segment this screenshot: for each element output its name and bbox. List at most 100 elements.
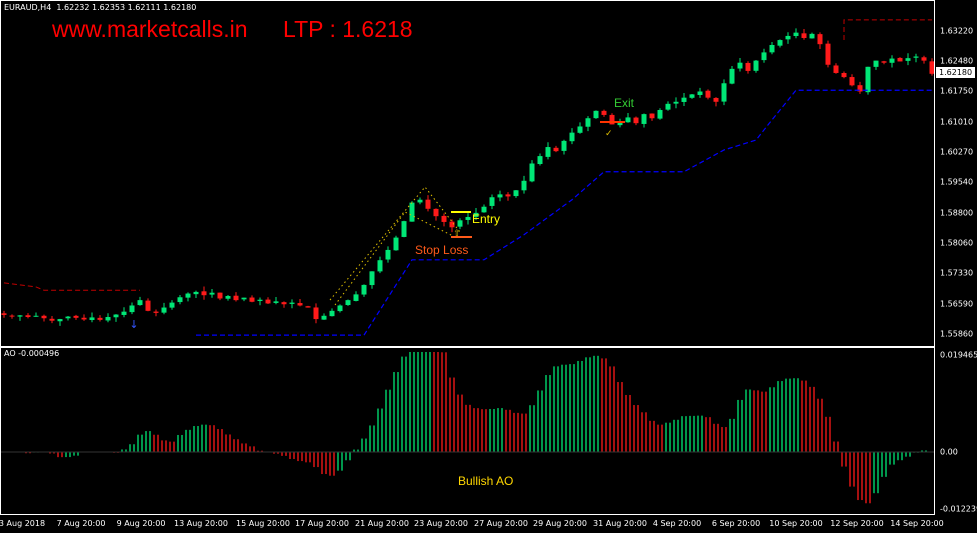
time-axis-label: 15 Aug 20:00 — [236, 519, 290, 528]
candle — [481, 204, 487, 213]
candle-body — [345, 300, 351, 306]
candle — [473, 208, 479, 221]
trailing-stop-red-line — [843, 19, 932, 41]
candle — [241, 297, 247, 302]
candle — [905, 53, 911, 66]
candle-body — [657, 110, 663, 119]
candle-body — [137, 300, 143, 306]
trailing-stop-blue-line — [196, 89, 932, 336]
ao-axis-label: 0.00 — [940, 447, 958, 457]
candle-body — [361, 284, 367, 295]
candle — [593, 110, 599, 119]
candle — [81, 314, 87, 321]
candle-body — [337, 305, 343, 312]
candle-body — [521, 180, 527, 191]
candles-layer — [1, 28, 935, 326]
candle-body — [681, 97, 687, 102]
candle — [737, 57, 743, 72]
candle — [777, 39, 783, 48]
candle-body — [505, 194, 511, 197]
candle — [49, 316, 55, 324]
candle-body — [713, 97, 719, 102]
candle-body — [865, 66, 871, 93]
candle-body — [673, 101, 679, 104]
candle-body — [321, 315, 327, 320]
time-axis-label: 13 Aug 20:00 — [174, 519, 228, 528]
candle — [785, 32, 791, 44]
candle-body — [817, 34, 823, 45]
candle-body — [729, 68, 735, 84]
candle-body — [425, 199, 431, 209]
candle-body — [9, 315, 15, 317]
time-axis-label: 21 Aug 20:00 — [355, 519, 409, 528]
candle-body — [417, 199, 423, 203]
candle — [553, 145, 559, 153]
candle — [89, 312, 95, 323]
candle — [169, 300, 175, 310]
bullish-ao-label: Bullish AO — [458, 474, 514, 488]
candle-body — [721, 83, 727, 102]
candle-body — [329, 310, 335, 317]
candle — [385, 246, 391, 263]
time-axis-label: 10 Sep 20:00 — [769, 519, 823, 528]
candle-body — [353, 294, 359, 301]
candle — [113, 314, 119, 322]
candle — [657, 108, 663, 120]
candle — [745, 61, 751, 74]
candle-body — [153, 311, 159, 313]
candle — [617, 118, 623, 128]
candle-body — [745, 62, 751, 71]
candle — [1, 310, 7, 318]
candle-body — [457, 220, 463, 227]
candle-body — [569, 132, 575, 142]
candle — [665, 101, 671, 111]
candle — [585, 116, 591, 132]
check-icon: ✓ — [605, 129, 613, 139]
candle — [529, 160, 535, 183]
candle-body — [641, 114, 647, 124]
candle-body — [737, 62, 743, 69]
candle — [697, 87, 703, 98]
candle — [577, 122, 583, 134]
candle-body — [857, 85, 863, 92]
candle — [449, 219, 455, 233]
candle-body — [33, 315, 39, 317]
candle — [465, 213, 471, 225]
candle-body — [25, 315, 31, 318]
candle — [321, 313, 327, 320]
ltp-label: LTP : 1.6218 — [283, 16, 413, 42]
candle-body — [305, 306, 311, 308]
candle — [73, 314, 79, 320]
candle — [65, 316, 71, 321]
candle-body — [289, 302, 295, 304]
candle-body — [49, 318, 55, 321]
time-axis-label: 9 Aug 20:00 — [116, 519, 166, 528]
candle-body — [609, 114, 615, 125]
candle — [345, 299, 351, 306]
candle-body — [17, 315, 23, 317]
candle-body — [433, 208, 439, 217]
candle — [601, 109, 607, 117]
candle-body — [409, 202, 415, 222]
price-axis-label: 1.55860 — [940, 329, 974, 339]
candle-body — [593, 110, 599, 119]
candle-body — [921, 57, 927, 61]
candle-body — [689, 94, 695, 98]
candle-body — [753, 60, 759, 71]
candle-body — [905, 58, 911, 61]
candle-body — [801, 33, 807, 38]
candle-body — [537, 156, 543, 165]
candle — [57, 318, 63, 326]
candle-body — [241, 297, 247, 300]
candle — [457, 218, 463, 230]
candle-body — [89, 317, 95, 321]
candle — [433, 208, 439, 221]
time-axis-label: 12 Sep 20:00 — [830, 519, 884, 528]
candle-body — [449, 221, 455, 228]
candle — [849, 74, 855, 87]
candle-body — [273, 301, 279, 303]
symbol-header: EURAUD,H4 1.62232 1.62353 1.62111 1.6218… — [4, 3, 196, 12]
candle — [817, 32, 823, 49]
